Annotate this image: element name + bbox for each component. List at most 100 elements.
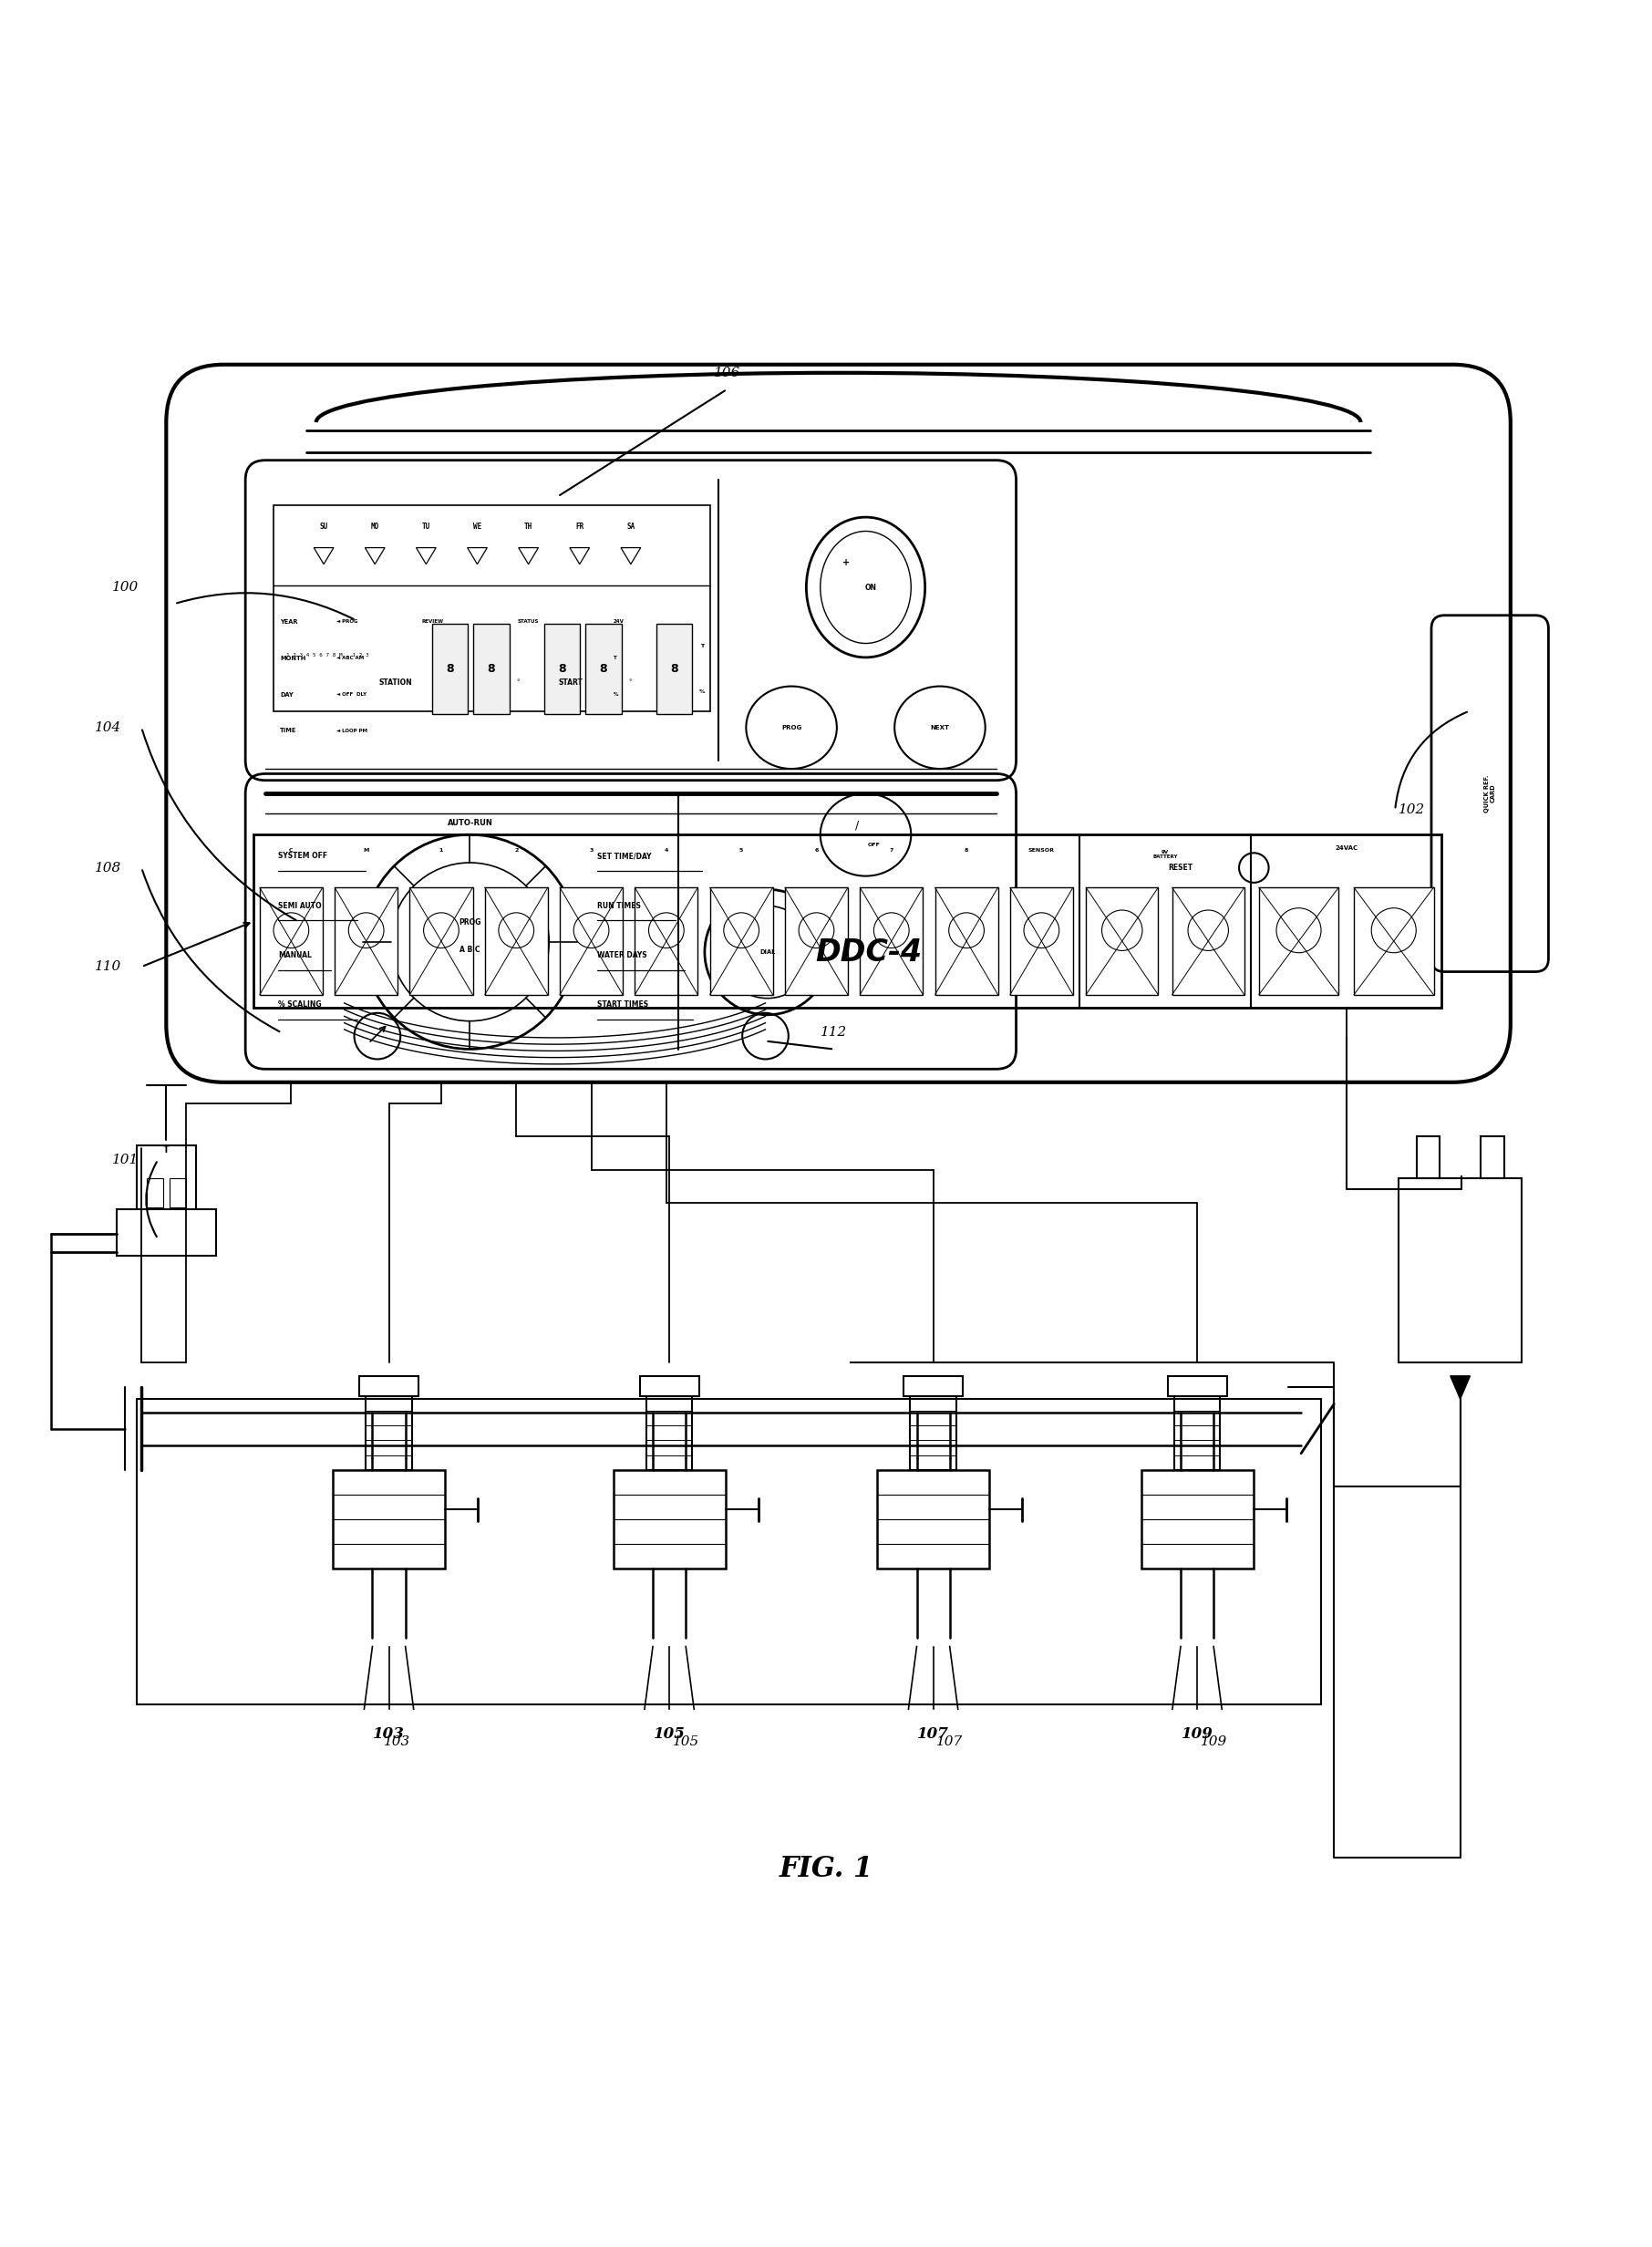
Bar xyxy=(585,625,621,715)
Text: TH: TH xyxy=(524,521,532,530)
Text: SA: SA xyxy=(626,521,634,530)
Text: SYSTEM OFF: SYSTEM OFF xyxy=(279,852,327,861)
Text: 101: 101 xyxy=(112,1153,139,1166)
Bar xyxy=(1480,1137,1503,1177)
Bar xyxy=(254,836,1441,1009)
Bar xyxy=(560,888,623,995)
Text: /: / xyxy=(856,818,859,831)
Bar xyxy=(1175,1395,1221,1470)
Text: 105: 105 xyxy=(672,1737,699,1748)
Text: ON: ON xyxy=(864,584,877,591)
Text: START: START xyxy=(558,679,583,688)
Bar xyxy=(1171,888,1244,995)
Bar xyxy=(861,888,923,995)
Circle shape xyxy=(722,906,813,998)
Text: %: % xyxy=(699,690,705,694)
Text: %: % xyxy=(613,692,618,697)
Text: PROG: PROG xyxy=(459,919,481,926)
Text: STATION: STATION xyxy=(378,679,413,688)
Text: TU: TU xyxy=(421,521,430,530)
Circle shape xyxy=(363,834,577,1049)
Text: 105: 105 xyxy=(654,1726,686,1741)
Bar xyxy=(170,1177,187,1207)
Text: 4: 4 xyxy=(664,847,669,852)
Text: 8: 8 xyxy=(558,663,567,674)
Text: 108: 108 xyxy=(96,861,122,874)
Text: RESET: RESET xyxy=(1168,863,1193,872)
Text: C: C xyxy=(289,847,292,852)
Bar xyxy=(335,888,398,995)
Text: 100: 100 xyxy=(112,582,139,593)
Bar xyxy=(147,1177,164,1207)
Text: 8: 8 xyxy=(446,663,454,674)
Text: T: T xyxy=(164,1146,169,1155)
Text: WATER DAYS: WATER DAYS xyxy=(596,950,646,959)
Bar xyxy=(613,1470,725,1568)
Text: 102: 102 xyxy=(1398,804,1426,816)
Bar xyxy=(117,1209,216,1256)
Text: MONTH: MONTH xyxy=(281,656,306,661)
Bar xyxy=(1355,888,1434,995)
Bar xyxy=(646,1395,692,1470)
Text: % SCALING: % SCALING xyxy=(279,1000,322,1009)
Bar xyxy=(544,625,580,715)
Text: 8: 8 xyxy=(965,847,968,852)
Text: 9V
BATTERY: 9V BATTERY xyxy=(1153,849,1178,861)
Text: 109: 109 xyxy=(1181,1726,1213,1741)
Text: 24VAC: 24VAC xyxy=(1335,845,1358,852)
Text: 1: 1 xyxy=(439,847,443,852)
Bar xyxy=(785,888,847,995)
Text: 106: 106 xyxy=(714,366,740,380)
Bar xyxy=(358,1375,418,1395)
Text: TIME: TIME xyxy=(281,728,297,733)
Text: DDC-4: DDC-4 xyxy=(816,937,922,966)
Bar xyxy=(656,625,692,715)
Bar xyxy=(1259,888,1338,995)
Text: QUICK REF.
CARD: QUICK REF. CARD xyxy=(1483,775,1495,813)
Text: °: ° xyxy=(628,681,631,685)
Bar xyxy=(274,506,710,710)
Text: SET TIME/DAY: SET TIME/DAY xyxy=(596,852,651,861)
Text: 103: 103 xyxy=(373,1726,405,1741)
Text: 2: 2 xyxy=(514,847,519,852)
Text: 107: 107 xyxy=(917,1726,950,1741)
Text: FR: FR xyxy=(575,521,583,530)
Bar xyxy=(484,888,548,995)
Text: T: T xyxy=(613,656,616,661)
Bar xyxy=(877,1470,990,1568)
Bar xyxy=(472,625,509,715)
Text: RUN TIMES: RUN TIMES xyxy=(596,901,641,910)
Bar xyxy=(137,1146,197,1213)
Text: A B C: A B C xyxy=(459,946,481,955)
Text: 109: 109 xyxy=(1201,1737,1227,1748)
Text: 6: 6 xyxy=(814,847,818,852)
Text: YEAR: YEAR xyxy=(281,620,297,625)
Text: ◄ ABC AM: ◄ ABC AM xyxy=(335,656,363,661)
Bar xyxy=(1142,1470,1254,1568)
Bar xyxy=(1398,1177,1521,1362)
Bar xyxy=(137,1400,1322,1703)
Text: NEXT: NEXT xyxy=(930,726,950,730)
Bar xyxy=(1009,888,1074,995)
Bar xyxy=(710,888,773,995)
Text: 107: 107 xyxy=(937,1737,963,1748)
Text: +: + xyxy=(843,557,849,566)
Polygon shape xyxy=(1450,1375,1470,1400)
Bar xyxy=(1416,1137,1439,1177)
Text: SENSOR: SENSOR xyxy=(1028,847,1054,852)
Text: 104: 104 xyxy=(96,721,122,735)
Text: 112: 112 xyxy=(821,1027,847,1038)
Text: M: M xyxy=(363,847,368,852)
Circle shape xyxy=(392,863,548,1020)
Text: 3: 3 xyxy=(590,847,593,852)
Bar xyxy=(410,888,472,995)
Text: PROG: PROG xyxy=(781,726,801,730)
Bar xyxy=(935,888,998,995)
Text: ◄ LOOP PM: ◄ LOOP PM xyxy=(335,728,367,733)
Text: FIG. 1: FIG. 1 xyxy=(780,1856,872,1883)
Text: REVIEW: REVIEW xyxy=(421,620,444,625)
Bar xyxy=(259,888,322,995)
Text: START TIMES: START TIMES xyxy=(596,1000,648,1009)
Text: 8: 8 xyxy=(671,663,679,674)
Bar xyxy=(1168,1375,1227,1395)
